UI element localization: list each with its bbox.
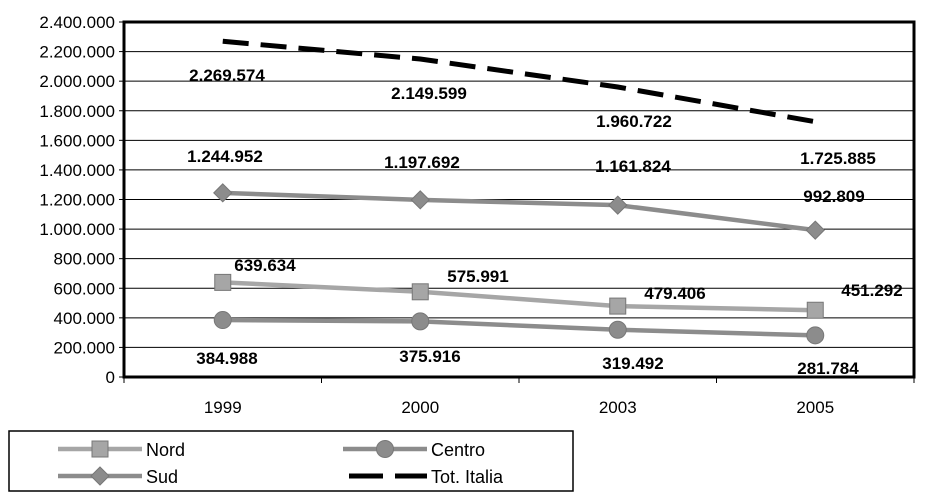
x-tick-label: 1999 bbox=[204, 398, 242, 417]
y-axis-ticks: 0 200.000 400.000 600.000 800.000 1.000.000 1.… bbox=[39, 13, 124, 387]
data-point-centro bbox=[806, 326, 825, 345]
data-label-nord: 639.634 bbox=[234, 256, 296, 275]
y-tick-label: 2.200.000 bbox=[39, 43, 115, 62]
data-label-centro: 281.784 bbox=[797, 359, 859, 378]
data-point-centro bbox=[411, 312, 430, 331]
data-label-nord: 479.406 bbox=[644, 284, 705, 303]
legend-marker-centro bbox=[376, 440, 394, 458]
data-label-nord: 451.292 bbox=[841, 281, 902, 300]
gridlines bbox=[124, 21, 914, 348]
series-line-nord bbox=[222, 280, 816, 313]
data-point-sud bbox=[213, 183, 233, 203]
data-label-sud: 1.197.692 bbox=[384, 153, 460, 172]
data-label-tot-italia: 2.269.574 bbox=[189, 66, 265, 85]
y-tick-label: 0 bbox=[106, 368, 115, 387]
series-line-sud bbox=[222, 190, 816, 233]
data-point-centro bbox=[608, 320, 627, 339]
x-tick-label: 2003 bbox=[599, 398, 637, 417]
data-label-sud: 992.809 bbox=[803, 187, 864, 206]
y-tick-label: 1.800.000 bbox=[39, 102, 115, 121]
x-tick-label: 2000 bbox=[401, 398, 439, 417]
data-point-sud bbox=[410, 190, 430, 210]
y-tick-label: 1.200.000 bbox=[39, 191, 115, 210]
legend-marker-nord bbox=[91, 440, 109, 458]
y-tick-label: 600.000 bbox=[54, 279, 115, 298]
y-tick-label: 1.400.000 bbox=[39, 161, 115, 180]
y-tick-label: 1.600.000 bbox=[39, 131, 115, 150]
legend-label-centro: Centro bbox=[431, 440, 485, 460]
y-tick-label: 2.000.000 bbox=[39, 72, 115, 91]
data-labels: 639.634 575.991 479.406 451.292 384.988 375.9… bbox=[187, 66, 903, 378]
data-point-nord bbox=[214, 273, 232, 291]
series-line-centro bbox=[222, 317, 816, 338]
x-axis-ticks: 1999 2000 2003 2005 bbox=[123, 377, 915, 417]
y-tick-label: 200.000 bbox=[54, 338, 115, 357]
legend-label-tot-italia: Tot. Italia bbox=[431, 467, 504, 487]
legend-marker-sud bbox=[90, 466, 110, 486]
data-label-tot-italia: 2.149.599 bbox=[391, 84, 467, 103]
legend-label-nord: Nord bbox=[146, 440, 185, 460]
x-tick-label: 2005 bbox=[796, 398, 834, 417]
data-label-nord: 575.991 bbox=[447, 267, 508, 286]
legend-label-sud: Sud bbox=[146, 467, 178, 487]
data-label-centro: 375.916 bbox=[399, 347, 460, 366]
data-label-tot-italia: 1.960.722 bbox=[596, 112, 672, 131]
data-point-sud bbox=[805, 220, 825, 240]
data-point-nord bbox=[806, 301, 824, 319]
data-label-sud: 1.244.952 bbox=[187, 147, 263, 166]
y-tick-label: 800.000 bbox=[54, 250, 115, 269]
y-tick-label: 2.400.000 bbox=[39, 13, 115, 32]
data-point-sud bbox=[608, 195, 628, 215]
series-line-tot-italia bbox=[222, 38, 816, 125]
series-markers bbox=[213, 183, 825, 345]
data-label-centro: 384.988 bbox=[196, 349, 257, 368]
y-tick-label: 400.000 bbox=[54, 309, 115, 328]
data-label-centro: 319.492 bbox=[602, 354, 663, 373]
data-point-centro bbox=[213, 311, 232, 330]
data-label-tot-italia: 1.725.885 bbox=[800, 149, 876, 168]
y-tick-label: 1.000.000 bbox=[39, 220, 115, 239]
data-label-sud: 1.161.824 bbox=[595, 157, 671, 176]
data-point-nord bbox=[411, 283, 429, 301]
series-lines bbox=[222, 38, 816, 338]
data-point-nord bbox=[609, 297, 627, 315]
legend: Nord Centro Sud Tot. Italia bbox=[8, 430, 574, 492]
